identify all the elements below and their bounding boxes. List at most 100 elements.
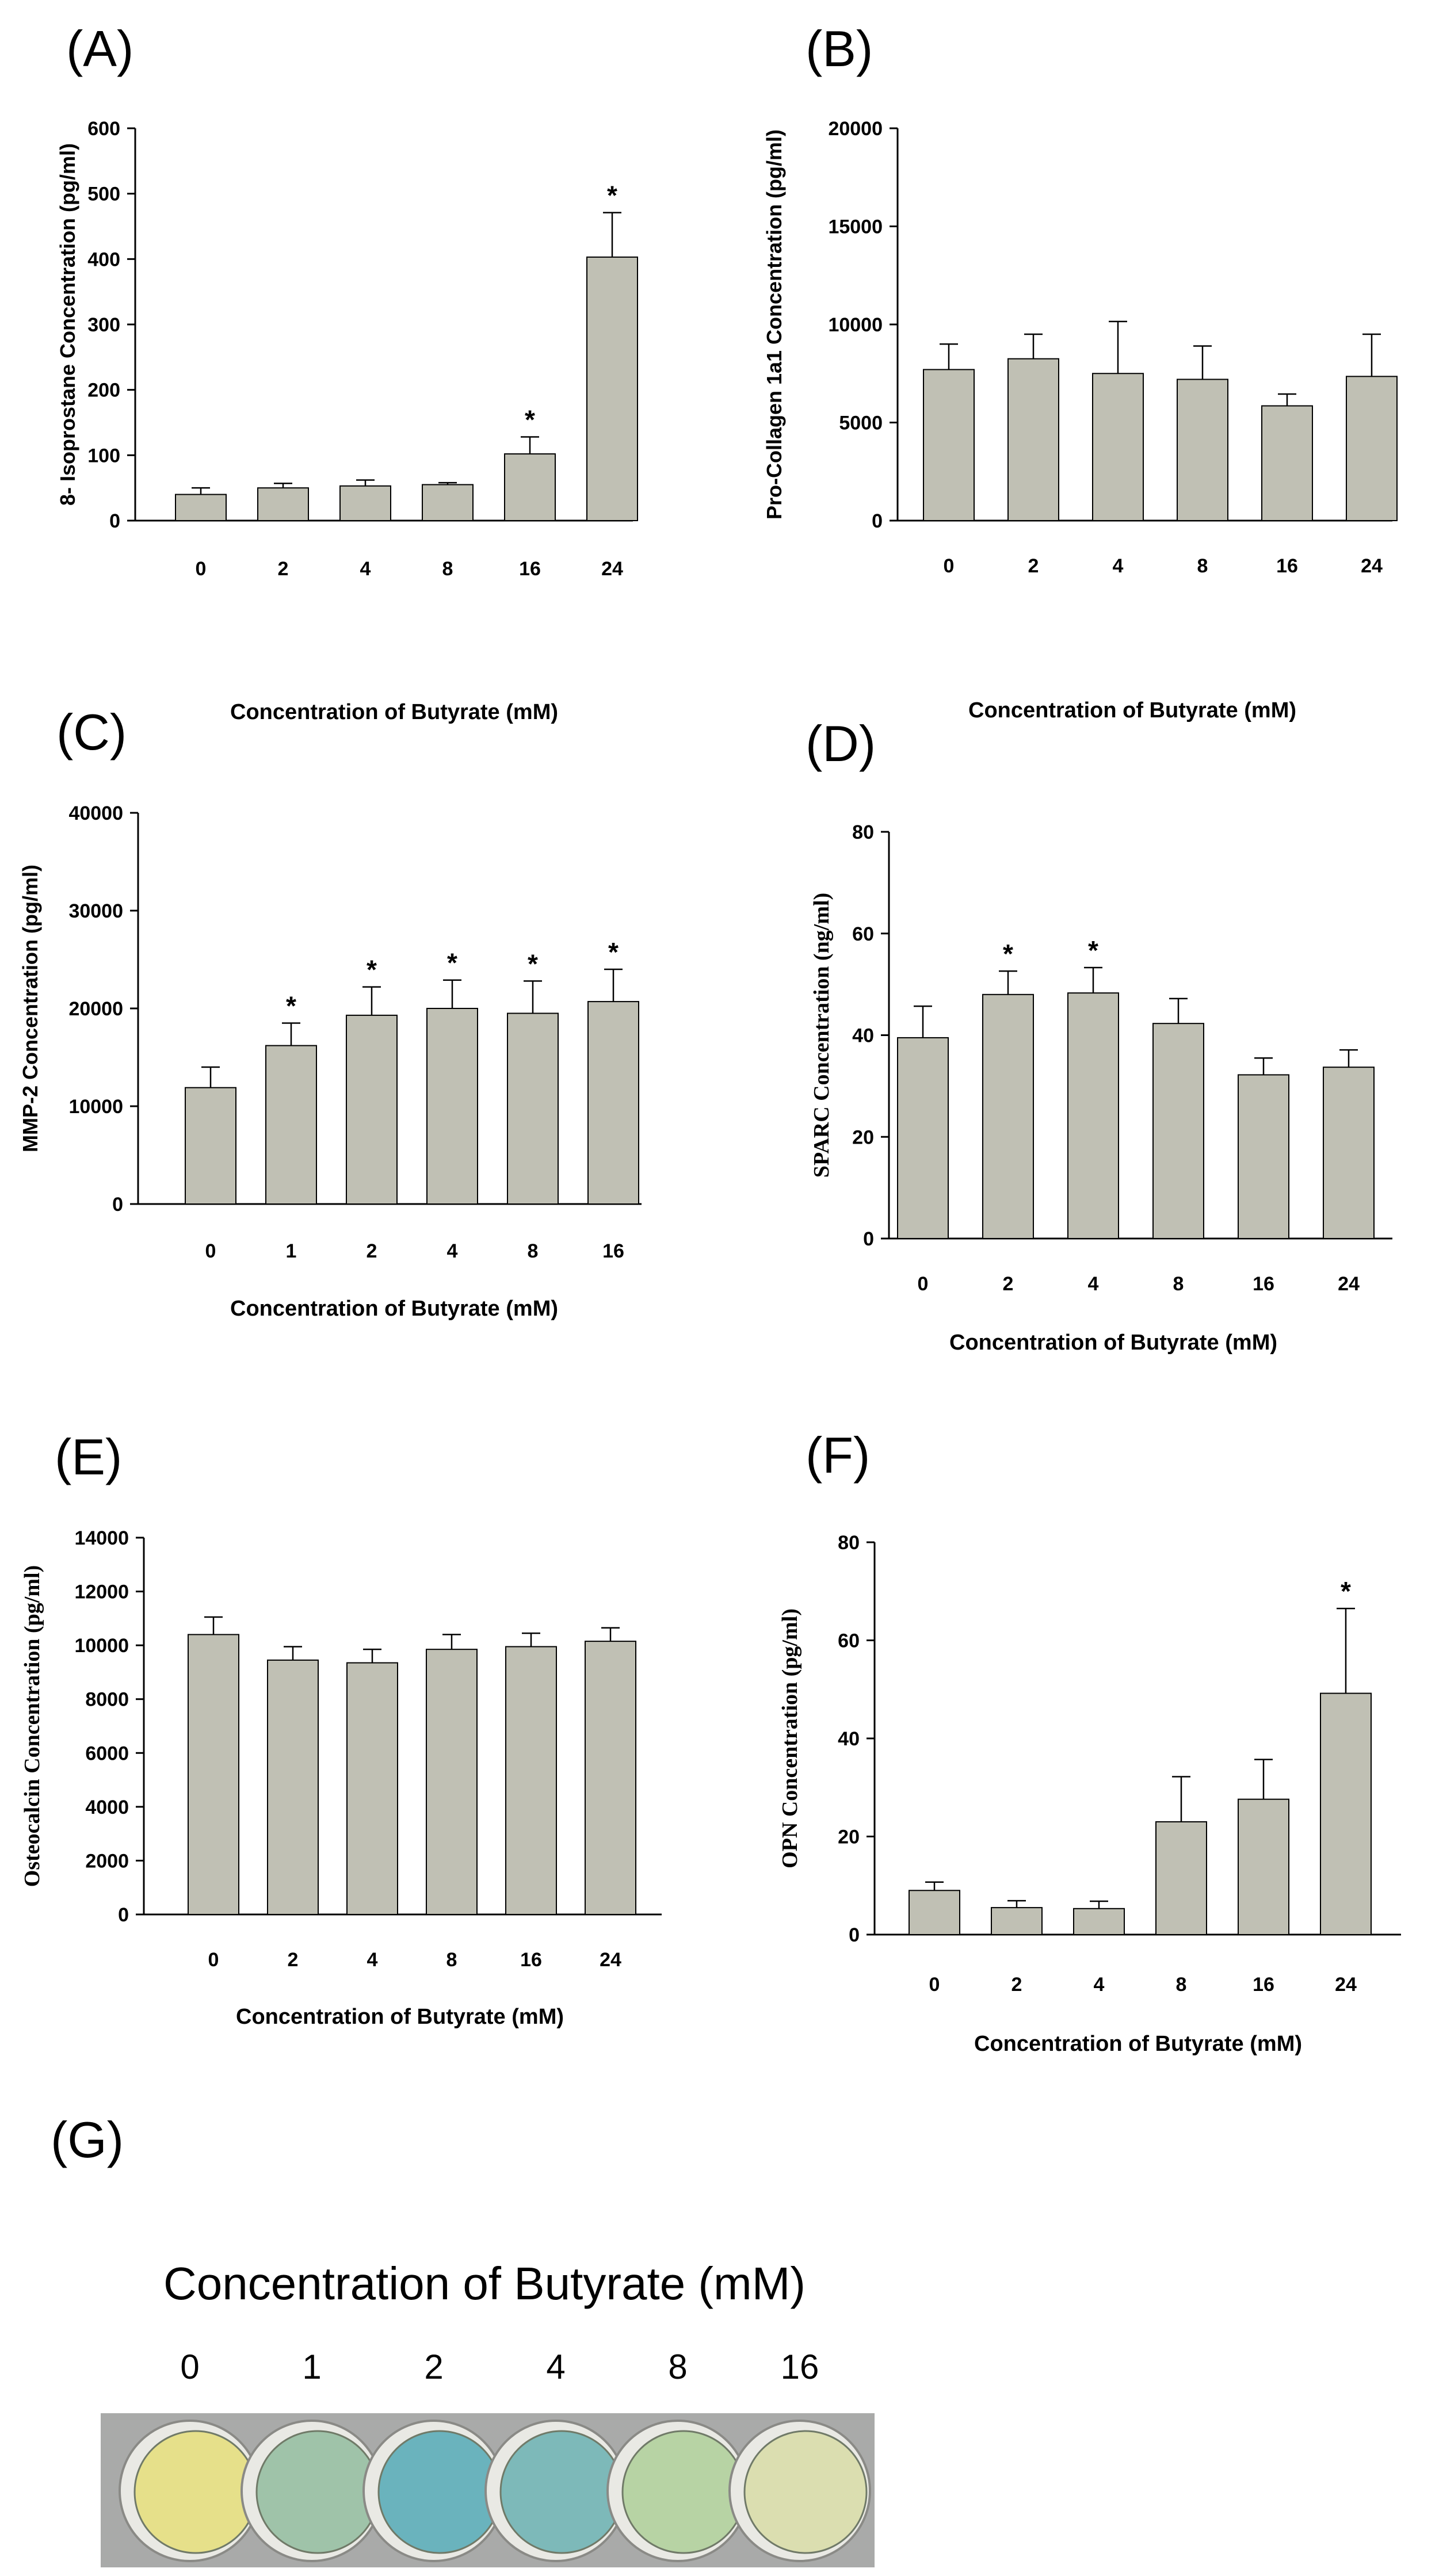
panel-f-bar (991, 1907, 1043, 1936)
panel-d-ytick-label: 60 (852, 923, 874, 945)
panel-e-bar (426, 1649, 478, 1915)
panel-c-bar (587, 1001, 639, 1205)
panel-d-bar (1152, 1023, 1204, 1239)
panel-e-y-title: Osteocalcin Concentration (pg/ml) (20, 1565, 44, 1887)
panel-e-xtick-label: 0 (208, 1949, 219, 1971)
panel-c-bar (265, 1045, 317, 1205)
panel-a-xtick-label: 24 (601, 558, 623, 580)
well (743, 2430, 868, 2554)
panel-e-bar (585, 1641, 636, 1915)
panel-a-xtick-label: 2 (278, 558, 289, 580)
panel-d-letter: (D) (806, 715, 876, 772)
panel-d-xtick-label: 24 (1338, 1273, 1360, 1295)
panel-d-xtick-label: 4 (1088, 1273, 1099, 1295)
panel-f-ytick-label: 40 (838, 1728, 860, 1750)
panel-d-bar (1238, 1074, 1289, 1239)
panel-a-letter: (A) (66, 20, 133, 77)
well-label: 2 (424, 2348, 443, 2386)
panel-d-bar (897, 1037, 949, 1239)
panel-e-ytick-label: 12000 (74, 1581, 129, 1603)
panel-a-y-title: 8- Isoprostane Concentration (pg/ml) (56, 143, 79, 506)
panel-d-bar (1067, 992, 1119, 1240)
panel-c-bar (426, 1008, 478, 1205)
panel-e-ytick-label: 2000 (85, 1850, 129, 1872)
panel-d-xtick-label: 0 (918, 1273, 929, 1295)
panel-a-bar (422, 484, 474, 522)
panel-f-xtick-label: 4 (1094, 1974, 1105, 1996)
panel-b-xtick-label: 24 (1361, 555, 1383, 577)
panel-e-ytick-label: 6000 (85, 1742, 129, 1764)
well (133, 2430, 258, 2554)
well-label: 8 (668, 2348, 687, 2386)
panel-e-bar (267, 1659, 319, 1915)
panel-e-xtick-label: 24 (600, 1949, 621, 1971)
panel-f-bar (1155, 1821, 1207, 1936)
panel-c-ytick-label: 10000 (68, 1096, 123, 1118)
panel-d-x-title: Concentration of Butyrate (mM) (949, 1331, 1277, 1355)
panel-a-xtick-label: 8 (442, 558, 453, 580)
panel-a-xtick-label: 4 (360, 558, 371, 580)
panel-a-ytick-label: 0 (109, 510, 120, 532)
panel-a-ytick-label: 300 (87, 314, 120, 336)
panel-g-title: Concentration of Butyrate (mM) (163, 2258, 806, 2309)
panel-e-ytick-label: 0 (118, 1904, 129, 1926)
panel-f-x-title: Concentration of Butyrate (mM) (974, 2032, 1302, 2056)
panel-f-ytick-label: 20 (838, 1826, 860, 1848)
panel-a-ytick-label: 100 (87, 445, 120, 467)
panel-a-x-title: Concentration of Butyrate (mM) (230, 700, 558, 724)
panel-a-bar (175, 494, 227, 521)
panel-f-significance-star: * (1341, 1576, 1351, 1606)
panel-e-bar (346, 1662, 398, 1915)
panel-c-significance-star: * (367, 955, 377, 985)
panel-d: (D) 0 20 40 60 80 0 2 * 4 * 8 16 24 Concentration of B… (806, 715, 1392, 1355)
panel-c: (C) 0 10000 20000 30000 40000 0 1 * 2 * 4 * 8 * 16 * Conc… (18, 704, 642, 1321)
panel-c-bar (507, 1012, 559, 1205)
well (621, 2430, 746, 2554)
panel-e-ytick-label: 10000 (74, 1635, 129, 1657)
panel-d-bar (1323, 1067, 1375, 1240)
panel-b-bar (1346, 376, 1398, 521)
panel-a-ytick-label: 600 (87, 118, 120, 140)
panel-c-ytick-label: 40000 (68, 802, 123, 824)
panel-f-bar (1073, 1908, 1125, 1935)
panel-b-x-title: Concentration of Butyrate (mM) (968, 698, 1296, 723)
panel-b-bar (1177, 379, 1228, 521)
panel-a-bar (504, 453, 556, 521)
panel-d-ytick-label: 40 (852, 1025, 874, 1047)
panel-b-y-title: Pro-Collagen 1a1 Concentration (pg/ml) (762, 129, 786, 519)
well-label: 0 (180, 2348, 199, 2386)
panel-f-bar (1320, 1692, 1372, 1936)
well-label: 4 (546, 2348, 565, 2386)
panel-f-xtick-label: 24 (1335, 1974, 1357, 1996)
panel-e-letter: (E) (55, 1428, 122, 1485)
well (377, 2430, 502, 2554)
well (255, 2430, 380, 2554)
panel-f-letter: (F) (806, 1427, 870, 1484)
panel-b-bar (1261, 405, 1313, 522)
panel-c-significance-star: * (608, 937, 619, 967)
panel-b-xtick-label: 0 (944, 555, 955, 577)
panel-e-ytick-label: 14000 (74, 1527, 129, 1549)
panel-f-xtick-label: 0 (929, 1974, 940, 1996)
panel-f-bar (1238, 1798, 1289, 1935)
panel-c-x-title: Concentration of Butyrate (mM) (230, 1297, 558, 1321)
panel-f-ytick-label: 0 (849, 1924, 860, 1946)
panel-e-ytick-label: 8000 (85, 1689, 129, 1711)
panel-d-xtick-label: 16 (1253, 1273, 1274, 1295)
panel-b-bar (923, 369, 975, 521)
panel-c-letter: (C) (56, 704, 127, 760)
panel-d-significance-star: * (1088, 935, 1098, 965)
panel-f-xtick-label: 16 (1253, 1974, 1274, 1996)
panel-c-ytick-label: 20000 (68, 998, 123, 1020)
panel-g: (G) Concentration of Butyrate (mM) 0 1 2 4 8… (51, 2111, 875, 2567)
well-label: 16 (781, 2348, 819, 2386)
panel-a-bar (339, 485, 391, 521)
panel-e-xtick-label: 4 (367, 1949, 378, 1971)
panel-b-bar (1092, 373, 1144, 521)
panel-d-y-title: SPARC Concentration (ng/ml) (810, 893, 834, 1178)
panel-a-ytick-label: 400 (87, 249, 120, 270)
panel-b-xtick-label: 4 (1113, 555, 1124, 577)
